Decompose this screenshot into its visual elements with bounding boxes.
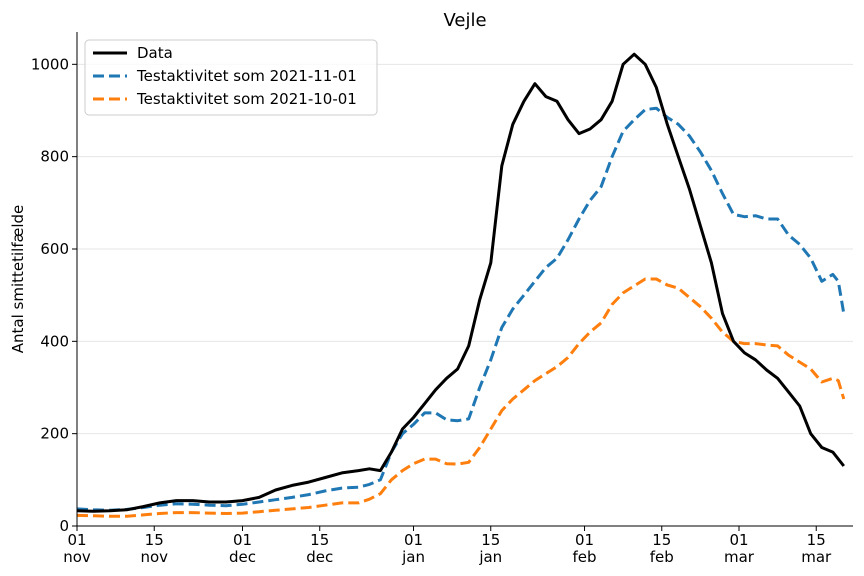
x-tick-month-label: jan [478, 548, 502, 566]
legend-label-0: Data [137, 44, 173, 62]
legend: Data Testaktivitet som 2021-11-01 Testakti… [84, 39, 378, 116]
axes [76, 32, 853, 527]
legend-label-1: Testaktivitet som 2021-11-01 [136, 67, 357, 85]
y-tick-label: 600 [40, 240, 69, 258]
x-tick-month-label: nov [63, 548, 91, 566]
x-tick-day-label: 01 [575, 531, 594, 549]
x-tick-month-label: mar [724, 548, 755, 566]
y-tick-label: 800 [40, 148, 69, 166]
gridlines [77, 63, 853, 435]
legend-box [84, 39, 378, 116]
series-line-0 [76, 52, 845, 513]
x-tick-month-label: feb [573, 548, 597, 566]
x-tick-month-label: feb [650, 548, 674, 566]
x-ticks: 01nov15nov01dec15dec01jan15jan01feb15feb… [63, 526, 832, 566]
x-tick-month-label: dec [306, 548, 333, 566]
series-layer [76, 52, 846, 518]
series-line-1 [76, 106, 846, 512]
x-tick-day-label: 15 [652, 531, 671, 549]
y-tick-label: 0 [59, 517, 69, 535]
x-tick-day-label: 01 [67, 531, 86, 549]
x-tick-day-label: 01 [729, 531, 748, 549]
x-tick-day-label: 15 [310, 531, 329, 549]
y-tick-label: 1000 [31, 55, 69, 73]
x-tick-day-label: 01 [233, 531, 252, 549]
x-tick-day-label: 15 [145, 531, 164, 549]
x-tick-month-label: nov [140, 548, 168, 566]
y-tick-label: 200 [40, 425, 69, 443]
x-tick-day-label: 15 [481, 531, 500, 549]
x-tick-month-label: mar [801, 548, 832, 566]
series-line-2 [76, 277, 846, 518]
y-ticks: 0 200 400 600 800 1000 [31, 55, 77, 535]
x-tick-month-label: dec [229, 548, 256, 566]
legend-label-2: Testaktivitet som 2021-10-01 [136, 90, 357, 108]
x-tick-day-label: 01 [404, 531, 423, 549]
y-tick-label: 400 [40, 332, 69, 350]
chart-title: Vejle [443, 10, 486, 31]
y-axis-label: Antal smittetilfælde [9, 205, 27, 354]
x-tick-day-label: 15 [807, 531, 826, 549]
x-tick-month-label: jan [401, 548, 425, 566]
